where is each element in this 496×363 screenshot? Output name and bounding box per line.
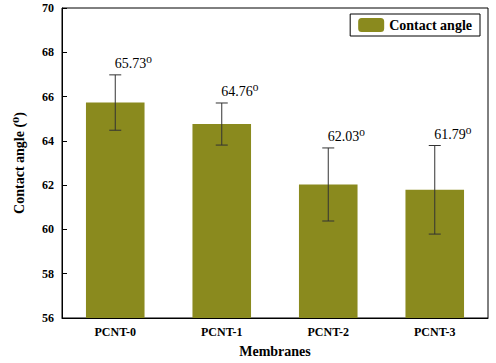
svg-text:58: 58	[42, 267, 54, 281]
svg-text:Membranes: Membranes	[239, 344, 311, 359]
svg-text:68: 68	[42, 45, 54, 59]
svg-text:60: 60	[42, 222, 54, 236]
svg-text:Contact angle: Contact angle	[389, 18, 472, 33]
svg-text:62: 62	[42, 178, 54, 192]
svg-text:64.76⁰: 64.76⁰	[221, 84, 259, 99]
svg-text:PCNT-2: PCNT-2	[307, 325, 349, 339]
svg-text:64: 64	[42, 134, 54, 148]
svg-text:66: 66	[42, 90, 54, 104]
svg-text:Contact angle (⁰): Contact angle (⁰)	[12, 112, 28, 214]
svg-text:PCNT-3: PCNT-3	[414, 325, 456, 339]
svg-text:70: 70	[42, 1, 54, 15]
svg-text:56: 56	[42, 311, 54, 325]
svg-text:PCNT-1: PCNT-1	[201, 325, 243, 339]
svg-text:65.73⁰: 65.73⁰	[115, 56, 153, 71]
svg-text:PCNT-0: PCNT-0	[94, 325, 136, 339]
svg-text:62.03⁰: 62.03⁰	[328, 129, 366, 144]
svg-text:61.79⁰: 61.79⁰	[434, 127, 472, 142]
